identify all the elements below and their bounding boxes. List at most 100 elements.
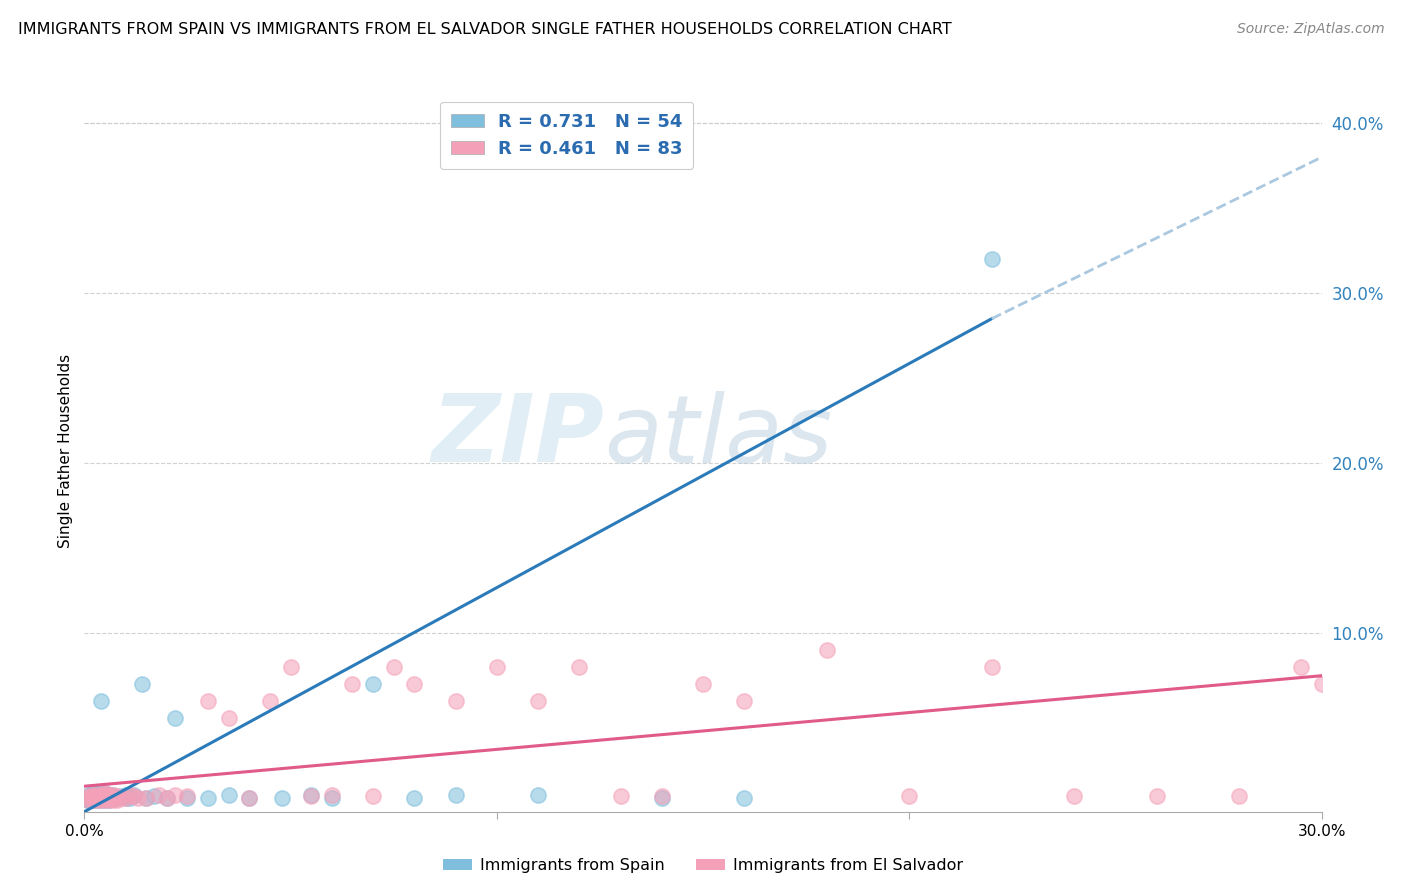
Point [122,789,145,804]
Point [105,793,128,807]
Point [118,791,141,805]
Point [86,791,108,805]
Point [86,788,108,802]
Point [77,793,100,807]
Text: IMMIGRANTS FROM SPAIN VS IMMIGRANTS FROM EL SALVADOR SINGLE FATHER HOUSEHOLDS CO: IMMIGRANTS FROM SPAIN VS IMMIGRANTS FROM… [18,22,952,37]
Point [299,788,322,802]
Point [90,694,112,708]
Point [90,789,112,804]
Point [82,788,104,802]
Point [98,793,121,807]
Point [86,788,108,802]
Point [82,793,104,807]
Point [86,789,108,804]
Point [1227,789,1250,804]
Point [110,789,132,804]
Point [94,791,117,805]
Point [90,793,112,807]
Point [82,793,104,807]
Point [135,791,157,805]
Point [527,788,550,802]
Point [148,788,170,802]
Point [299,789,322,804]
Point [98,793,121,807]
Point [1331,789,1354,804]
Point [131,677,153,691]
Legend: R = 0.731   N = 54, R = 0.461   N = 83: R = 0.731 N = 54, R = 0.461 N = 83 [440,102,693,169]
Point [815,643,838,657]
Point [86,793,108,807]
Point [218,711,240,725]
Point [692,677,714,691]
Point [103,791,125,805]
Point [90,791,112,805]
Point [444,694,467,708]
Point [114,791,136,805]
Point [77,793,100,807]
Point [382,660,405,674]
Point [444,788,467,802]
Point [609,789,631,804]
Point [280,660,302,674]
Point [1372,789,1395,804]
Text: Source: ZipAtlas.com: Source: ZipAtlas.com [1237,22,1385,37]
Point [86,793,108,807]
Point [94,786,117,800]
Point [1393,789,1406,804]
Point [94,788,117,802]
Text: ZIP: ZIP [432,390,605,482]
Point [98,789,121,804]
Point [103,788,125,802]
Point [94,786,117,800]
Point [156,791,179,805]
Point [143,789,166,804]
Point [114,788,136,802]
Point [218,788,240,802]
Point [118,788,141,802]
Point [135,791,157,805]
Point [1063,789,1085,804]
Point [98,791,121,805]
Point [90,788,112,802]
Point [1146,789,1168,804]
Point [651,789,673,804]
Point [568,660,591,674]
Point [90,788,112,802]
Point [86,789,108,804]
Y-axis label: Single Father Households: Single Father Households [58,353,73,548]
Legend: Immigrants from Spain, Immigrants from El Salvador: Immigrants from Spain, Immigrants from E… [436,852,970,880]
Point [733,791,755,805]
Point [110,791,132,805]
Point [77,791,100,805]
Point [238,791,260,805]
Point [259,694,281,708]
Point [103,788,125,802]
Point [1310,677,1333,691]
Point [94,791,117,805]
Point [77,793,100,807]
Point [105,791,128,805]
Point [238,791,260,805]
Point [86,791,108,805]
Point [404,677,426,691]
Point [165,788,187,802]
Point [82,786,104,800]
Point [733,694,755,708]
Point [103,793,125,807]
Point [122,788,145,802]
Point [165,711,187,725]
Point [94,789,117,804]
Point [342,677,364,691]
Point [90,789,112,804]
Point [82,791,104,805]
Point [898,789,921,804]
Point [980,252,1002,267]
Point [361,789,384,804]
Point [86,786,108,800]
Point [82,789,104,804]
Point [1289,660,1312,674]
Point [114,791,136,805]
Point [321,788,343,802]
Point [98,788,121,802]
Point [321,791,343,805]
